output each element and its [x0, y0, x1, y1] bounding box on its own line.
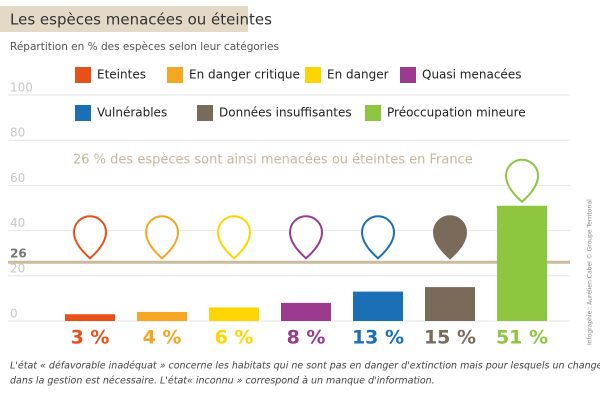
icon-pin: [432, 215, 468, 260]
bar: [353, 291, 403, 321]
title-background: [0, 6, 248, 32]
legend-label: En danger: [327, 68, 389, 82]
icon-pin: [288, 215, 324, 260]
legend-label: Quasi menacées: [422, 68, 521, 82]
icon-pin: [216, 215, 252, 260]
value-label: 51 %: [496, 327, 548, 349]
reference-label: 26: [10, 247, 27, 261]
bar: [137, 311, 187, 321]
icon-pin: [360, 215, 396, 260]
bar: [497, 205, 547, 321]
value-label: 6 %: [215, 327, 254, 349]
chart-subtitle: Répartition en % des espèces selon leur …: [10, 41, 279, 53]
credit: Infographie : Aurélien Cabel © Groupe Te…: [587, 199, 594, 345]
value-label: 15 %: [424, 327, 476, 349]
value-label: 8 %: [287, 327, 326, 349]
legend-label: Préoccupation mineure: [387, 106, 526, 120]
y-tick-label: 80: [10, 126, 25, 140]
legend-swatch: [197, 105, 213, 121]
y-tick-label: 20: [10, 261, 25, 275]
y-tick-label: 60: [10, 171, 25, 185]
chart-title: Les espèces menacées ou éteintes: [10, 11, 272, 29]
bar: [281, 302, 331, 321]
bar: [425, 287, 475, 321]
annotation: 26 % des espèces sont ainsi menacées ou …: [73, 153, 473, 168]
legend-label: En danger critique: [189, 68, 300, 82]
icon-pin: [504, 158, 540, 204]
y-tick-label: 40: [10, 216, 25, 230]
legend-swatch: [75, 67, 91, 83]
footnote: dans la gestion est nécessaire. L'état« …: [10, 376, 435, 387]
value-label: 4 %: [143, 327, 182, 349]
legend-label: Données insuffisantes: [219, 106, 352, 120]
bar: [65, 314, 115, 321]
legend-swatch: [75, 105, 91, 121]
y-tick-label: 0: [10, 307, 18, 321]
value-label: 13 %: [352, 327, 404, 349]
footnote: L'état « défavorable inadéquat » concern…: [10, 361, 600, 372]
bar: [209, 307, 259, 321]
legend-swatch: [305, 67, 321, 83]
y-tick-label: 100: [10, 81, 33, 95]
legend-label: Eteintes: [97, 68, 146, 82]
legend-swatch: [365, 105, 381, 121]
value-label: 3 %: [71, 327, 110, 349]
legend-swatch: [167, 67, 183, 83]
legend-swatch: [400, 67, 416, 83]
icon-pin: [72, 215, 108, 260]
legend-label: Vulnérables: [97, 106, 167, 120]
icon-pin: [144, 215, 180, 260]
